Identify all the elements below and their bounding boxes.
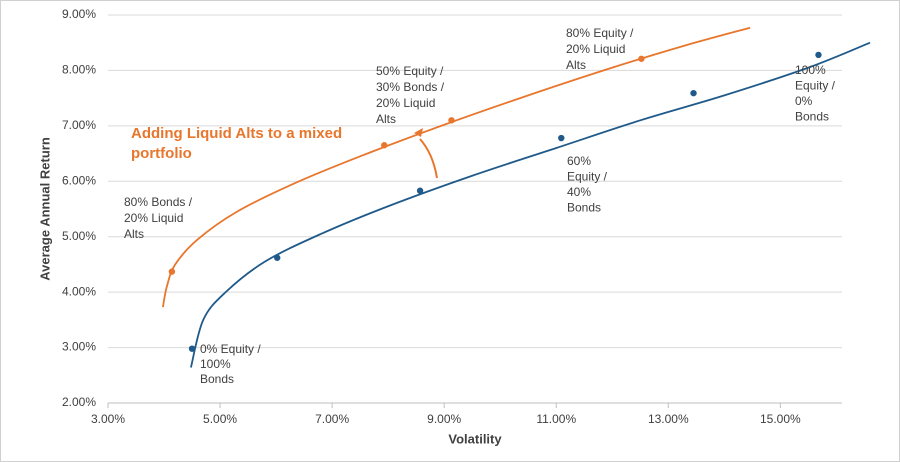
y-axis-title: Average Annual Return — [37, 137, 52, 281]
point-label: Bonds — [200, 372, 234, 386]
x-tick-label: 5.00% — [203, 412, 237, 426]
point — [815, 51, 822, 59]
y-tick-label: 3.00% — [62, 340, 96, 354]
point — [448, 117, 455, 124]
arrow-head — [414, 128, 423, 137]
point-label: 20% Liquid — [566, 42, 625, 56]
callout: Adding Liquid Alts to a mixed — [131, 125, 342, 142]
point-label: 20% Liquid — [124, 211, 183, 225]
point — [416, 187, 424, 194]
point-label: 40% — [567, 185, 591, 199]
arrow — [419, 138, 438, 179]
point-label: 80% Equity / — [566, 26, 634, 40]
point-label: 30% Bonds / — [376, 80, 445, 94]
point-label: Equity / — [795, 79, 836, 93]
callout: portfolio — [131, 145, 192, 162]
x-tick-label: 3.00% — [91, 412, 125, 426]
x-tick-label: 7.00% — [315, 412, 349, 426]
y-tick-label: 4.00% — [62, 284, 96, 298]
point-label: 0% — [795, 94, 813, 108]
point — [381, 142, 388, 149]
y-tick-label: 6.00% — [62, 173, 96, 187]
x-tick-label: 11.00% — [536, 412, 576, 426]
y-tick-label: 8.00% — [62, 63, 96, 77]
point-label: 50% Equity / — [376, 64, 444, 78]
point — [638, 55, 645, 62]
point-label: Bonds — [795, 110, 829, 124]
x-tick-label: 9.00% — [427, 412, 461, 426]
y-tick-label: 7.00% — [62, 118, 96, 132]
point — [558, 134, 565, 142]
point — [274, 254, 281, 261]
point-label: 20% Liquid — [376, 96, 435, 110]
point-label: Alts — [124, 227, 144, 241]
point-label: 80% Bonds / — [124, 195, 193, 209]
point-label: 100% — [200, 357, 231, 371]
frontier-line — [162, 26, 751, 308]
x-tick-label: 13.00% — [648, 412, 689, 426]
point-label: Alts — [376, 112, 396, 126]
frontier-line — [190, 41, 871, 368]
point — [188, 345, 196, 352]
point-label: Equity / — [567, 170, 608, 184]
point-label: 100% — [795, 63, 826, 77]
point-label: Bonds — [567, 201, 601, 215]
point — [168, 268, 176, 275]
point-label: 60% — [567, 154, 591, 168]
point — [690, 89, 697, 97]
y-tick-label: 2.00% — [62, 395, 96, 409]
point-label: Alts — [566, 58, 586, 72]
y-tick-label: 9.00% — [62, 7, 96, 21]
x-axis-title: Volatility — [448, 431, 502, 446]
x-tick-label: 15.00% — [760, 412, 801, 426]
y-tick-label: 5.00% — [62, 229, 96, 243]
point-label: 0% Equity / — [200, 342, 261, 356]
